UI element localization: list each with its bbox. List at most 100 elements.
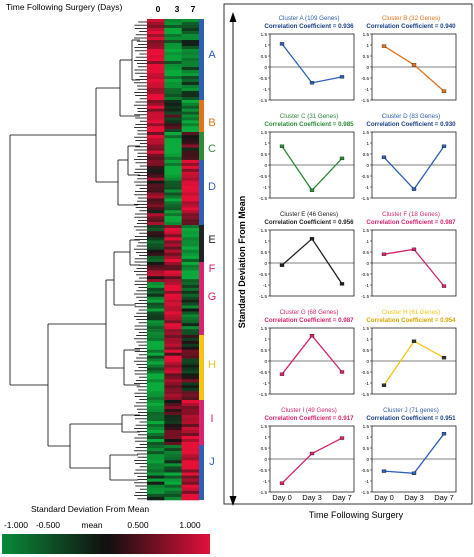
- y-tick-label: 1: [264, 337, 267, 342]
- y-tick-label: 1.5: [261, 130, 268, 135]
- y-tick-label: -1.5: [259, 196, 267, 201]
- chart-title: Cluster H (61 Genes): [382, 309, 440, 316]
- cluster-chart: Cluster F (18 Genes)Correlation Coeffici…: [361, 211, 457, 299]
- cluster-band: [199, 132, 204, 160]
- y-tick-label: -1.5: [361, 196, 369, 201]
- y-tick-label: 0: [264, 457, 267, 462]
- y-tick-label: -0.5: [259, 76, 267, 81]
- chart-subtitle: Correlation Coefficient = 0.954: [366, 317, 456, 324]
- y-tick-label: -1: [263, 283, 268, 288]
- chart-subtitle: Correlation Coefficient = 0.917: [264, 415, 354, 422]
- cluster-letter: J: [209, 456, 215, 468]
- cluster-sidebar: A B C D E F G H I J: [199, 19, 216, 500]
- data-point: [441, 284, 447, 288]
- chart-title: Cluster B (32 Genes): [382, 15, 440, 22]
- y-tick-label: -1: [365, 381, 370, 386]
- cluster-band: [199, 262, 204, 282]
- y-tick-label: 0.5: [261, 54, 268, 59]
- chart-title: Cluster I (49 Genes): [281, 407, 337, 414]
- data-point: [339, 156, 345, 161]
- colorbar-gradient: [2, 534, 210, 554]
- y-tick-label: 0: [264, 65, 267, 70]
- chart-title: Cluster A (109 Genes): [279, 15, 340, 22]
- y-tick-label: 1.5: [261, 228, 268, 233]
- y-tick-label: 0.5: [261, 446, 268, 451]
- heatmap: [147, 19, 200, 501]
- panel-ylabel: Standard Deviation From Mean: [237, 196, 247, 329]
- bottom-x-labels: Day 0 Day 3 Day 7 Day 0 Day 3 Day 7: [272, 493, 454, 502]
- data-point: [339, 75, 345, 79]
- y-tick-label: 0: [366, 65, 369, 70]
- y-tick-label: -1.5: [259, 490, 267, 495]
- y-tick-label: -1: [263, 87, 268, 92]
- y-tick-label: -0.5: [361, 174, 369, 179]
- panel-frame: Standard Deviation From Mean: [223, 3, 473, 506]
- y-tick-label: -0.5: [259, 468, 267, 473]
- data-point: [381, 383, 387, 387]
- data-point: [279, 144, 285, 148]
- cluster-band: [199, 100, 204, 132]
- y-tick-label: -1: [365, 87, 370, 92]
- chart-title: Cluster G (68 Genes): [280, 309, 339, 316]
- y-tick-label: 0: [264, 163, 267, 168]
- cluster-letter: E: [208, 234, 215, 246]
- y-tick-label: 1.5: [363, 424, 370, 429]
- x-tick-label: Day 7: [332, 493, 352, 502]
- cluster-chart: Cluster J (71 genes)Correlation Coeffici…: [361, 407, 457, 495]
- y-tick-label: 0.5: [363, 348, 370, 353]
- y-tick-label: -1.5: [259, 98, 267, 103]
- data-point: [381, 252, 387, 256]
- data-point: [441, 356, 447, 360]
- data-point: [279, 481, 285, 485]
- y-tick-label: 0.5: [261, 250, 268, 255]
- cluster-chart: Cluster B (32 Genes)Correlation Coeffici…: [361, 15, 457, 103]
- y-tick-label: 0: [366, 457, 369, 462]
- y-tick-label: -0.5: [361, 468, 369, 473]
- y-tick-label: -1: [365, 283, 370, 288]
- day-label: 3: [175, 4, 180, 14]
- colorbar-tick-label: 1.000: [179, 520, 201, 530]
- x-tick-label: Day 3: [404, 493, 424, 502]
- y-tick-label: -0.5: [259, 272, 267, 277]
- colorbar: Standard Deviation From Mean -1.000 -0.50…: [2, 504, 210, 554]
- data-point: [279, 263, 285, 267]
- data-point: [309, 237, 315, 241]
- cluster-charts: Cluster A (109 Genes)Correlation Coeffic…: [259, 15, 457, 495]
- data-point: [411, 339, 417, 343]
- cluster-band: [199, 445, 204, 500]
- chart-subtitle: Correlation Coefficient = 0.987: [264, 317, 354, 324]
- cluster-band: [199, 160, 204, 225]
- y-tick-label: 1.5: [261, 32, 268, 37]
- x-tick-label: Day 0: [374, 493, 394, 502]
- y-tick-label: 0.5: [363, 152, 370, 157]
- cluster-chart: Cluster A (109 Genes)Correlation Coeffic…: [259, 15, 355, 103]
- dendrogram: [9, 21, 147, 500]
- y-tick-label: -1.5: [259, 294, 267, 299]
- cluster-letter: C: [208, 143, 216, 155]
- x-tick-label: Day 7: [434, 493, 454, 502]
- chart-subtitle: Correlation Coefficient = 0.956: [264, 219, 354, 226]
- y-tick-label: -1: [365, 479, 370, 484]
- chart-subtitle: Correlation Coefficient = 0.985: [264, 121, 354, 128]
- y-tick-label: 1: [366, 141, 369, 146]
- chart-subtitle: Correlation Coefficient = 0.936: [264, 23, 354, 30]
- day-label: 0: [156, 4, 161, 14]
- heatmap-header: Time Following Surgery (Days): [6, 2, 123, 12]
- y-tick-label: 1: [264, 43, 267, 48]
- colorbar-tick-label: mean: [81, 520, 103, 530]
- data-point: [441, 432, 447, 436]
- y-tick-label: -1.5: [361, 392, 369, 397]
- y-tick-label: -0.5: [361, 370, 369, 375]
- cluster-chart: Cluster E (46 Genes)Correlation Coeffici…: [259, 211, 355, 299]
- cluster-chart: Cluster H (61 Genes)Correlation Coeffici…: [361, 309, 457, 397]
- cluster-letter: G: [208, 291, 217, 303]
- y-tick-label: -1: [263, 479, 268, 484]
- y-tick-label: 1.5: [363, 228, 370, 233]
- day-label: 7: [191, 4, 196, 14]
- y-tick-label: 1.5: [261, 326, 268, 331]
- cluster-letter: B: [208, 117, 215, 129]
- x-tick-label: Day 3: [302, 493, 322, 502]
- y-tick-label: -0.5: [361, 272, 369, 277]
- data-point: [339, 370, 345, 374]
